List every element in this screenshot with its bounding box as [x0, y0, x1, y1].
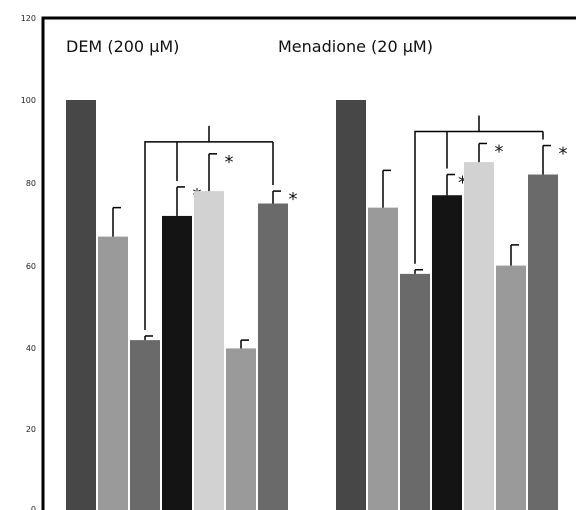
bar: [368, 207, 398, 510]
y-tick-label: 0: [31, 505, 36, 510]
bar: [98, 236, 128, 510]
bar: [258, 203, 288, 510]
y-axis-tick-labels: 0 20 40 60 80 100 120: [21, 14, 36, 510]
bar: [464, 162, 494, 510]
bar: [226, 348, 256, 510]
significance-marker: *: [559, 144, 568, 165]
bar: [162, 215, 192, 510]
bar: [432, 195, 462, 510]
bar: [496, 265, 526, 510]
y-tick-label: 40: [26, 344, 36, 353]
y-tick-label: 60: [26, 262, 36, 271]
significance-marker: *: [225, 152, 234, 173]
bar: [400, 273, 430, 510]
significance-marker: *: [289, 189, 298, 210]
bar: [336, 100, 366, 510]
y-tick-label: 100: [21, 96, 36, 105]
significance-marker: *: [495, 141, 504, 162]
y-tick-label: 120: [21, 14, 36, 23]
group-title-menadione: Menadione (20 μM): [278, 37, 433, 56]
group-title-dem: DEM (200 μM): [66, 37, 179, 56]
y-tick-label: 80: [26, 179, 36, 188]
y-tick-label: 20: [26, 425, 36, 434]
bar: [528, 174, 558, 510]
comparison-bracket: [414, 115, 544, 264]
bar: [194, 191, 224, 510]
bar: [130, 340, 160, 510]
bar: [66, 100, 96, 510]
comparison-bracket: [144, 125, 274, 330]
